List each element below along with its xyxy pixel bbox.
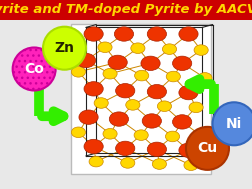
Circle shape [140,56,160,70]
Circle shape [108,55,127,70]
Circle shape [125,100,139,110]
Circle shape [115,84,134,98]
Circle shape [178,27,197,41]
Circle shape [142,114,161,128]
Circle shape [166,71,180,82]
Circle shape [120,158,134,168]
Circle shape [147,142,166,156]
Circle shape [172,56,191,70]
Text: Pyrite and TM-doped Pyrite by AACVD: Pyrite and TM-doped Pyrite by AACVD [0,3,252,16]
Text: Zn: Zn [54,41,74,55]
Circle shape [134,70,148,81]
Text: Cu: Cu [197,141,217,155]
Circle shape [84,82,103,96]
Text: Ni: Ni [225,117,241,131]
Circle shape [76,53,95,68]
Circle shape [162,44,176,54]
Circle shape [197,73,211,83]
Circle shape [103,68,117,79]
Circle shape [134,130,148,140]
Text: Co: Co [24,62,44,76]
Circle shape [130,43,144,53]
Ellipse shape [185,127,228,170]
Circle shape [147,27,166,41]
Circle shape [71,127,85,138]
Circle shape [84,139,103,154]
Circle shape [196,132,210,143]
Circle shape [114,27,133,41]
Circle shape [89,156,103,167]
Circle shape [94,98,108,108]
Circle shape [147,84,166,99]
Circle shape [178,143,197,157]
Circle shape [79,110,98,124]
Circle shape [193,45,207,55]
Circle shape [103,129,117,139]
Circle shape [115,141,134,156]
Circle shape [178,85,197,100]
Circle shape [152,159,166,169]
FancyBboxPatch shape [71,24,210,174]
Ellipse shape [13,47,55,91]
Ellipse shape [212,102,252,145]
Ellipse shape [43,27,86,70]
Circle shape [183,160,197,170]
Circle shape [109,112,128,126]
Circle shape [157,101,171,112]
Circle shape [98,42,112,53]
Circle shape [71,67,85,77]
Circle shape [165,131,179,142]
Circle shape [172,115,191,129]
Circle shape [84,27,103,41]
FancyBboxPatch shape [0,0,252,20]
Circle shape [188,102,202,113]
